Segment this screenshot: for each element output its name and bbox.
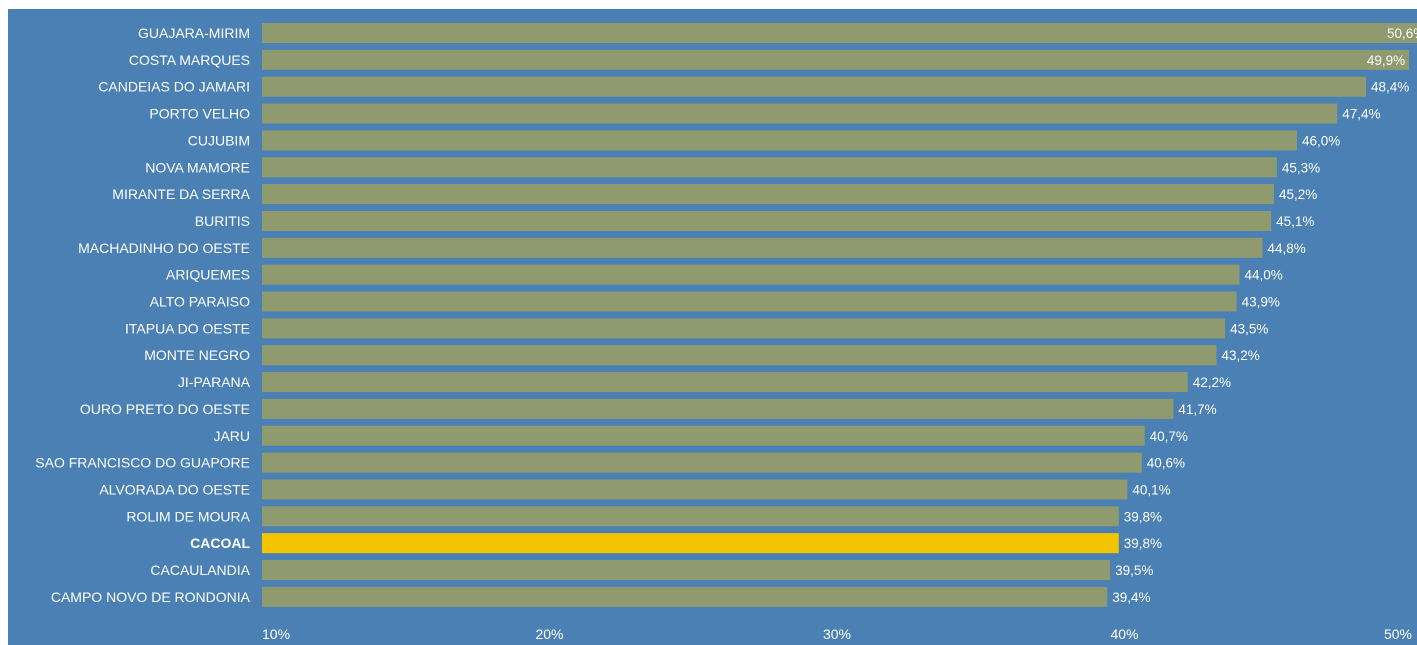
category-label: MONTE NEGRO (144, 347, 250, 363)
value-label: 40,7% (1150, 429, 1188, 444)
value-label: 46,0% (1302, 133, 1340, 148)
bar-nova-mamore[interactable] (262, 157, 1277, 178)
category-label: PORTO VELHO (149, 106, 250, 122)
value-label: 45,2% (1279, 187, 1317, 202)
bar-alto-paraiso[interactable] (262, 291, 1237, 312)
value-label: 43,9% (1242, 295, 1280, 310)
bar-alvorada-do-oeste[interactable] (262, 479, 1128, 500)
category-label: CUJUBIM (188, 132, 250, 148)
value-label: 40,6% (1147, 456, 1185, 471)
category-label: CANDEIAS DO JAMARI (98, 79, 250, 95)
value-label: 42,2% (1193, 375, 1231, 390)
value-label: 44,0% (1245, 268, 1283, 283)
chart-panel: GUAJARA-MIRIM COSTA MARQUES CANDEIAS DO JA… (8, 9, 1417, 645)
bar-jaru[interactable] (262, 425, 1145, 446)
value-label: 45,1% (1276, 214, 1314, 229)
category-label: JI-PARANA (178, 374, 251, 390)
value-label: 48,4% (1371, 80, 1409, 95)
value-label: 49,9% (1367, 53, 1405, 68)
category-label: ALTO PARAISO (150, 294, 250, 310)
bar-cacaulandia[interactable] (262, 560, 1111, 580)
bar-cujubim[interactable] (262, 130, 1297, 151)
x-tick-label: 20% (535, 626, 563, 642)
category-label: GUAJARA-MIRIM (138, 25, 250, 41)
category-label: SAO FRANCISCO DO GUAPORE (35, 455, 250, 471)
category-label: NOVA MAMORE (145, 159, 250, 175)
category-label: BURITIS (195, 213, 250, 229)
bars-layer (262, 23, 1417, 607)
value-label: 43,2% (1222, 348, 1260, 363)
bar-machadinho-do-oeste[interactable] (262, 237, 1263, 258)
bar-campo-novo-de-rondonia[interactable] (262, 586, 1108, 607)
bar-itapua-do-oeste[interactable] (262, 318, 1226, 339)
value-label: 39,4% (1112, 590, 1150, 605)
bar-cacoal[interactable] (262, 533, 1119, 554)
value-label: 50,6% (1387, 26, 1417, 41)
value-labels: 50,6% 49,9% 48,4% 47,4%46,0% 45,3% 45,2% 45,1%… (1112, 26, 1417, 605)
bar-mirante-da-serra[interactable] (262, 184, 1274, 205)
bar-sao-francisco-do-guapore[interactable] (262, 452, 1142, 473)
category-label: CACOAL (190, 535, 250, 551)
category-label: ALVORADA DO OESTE (99, 481, 250, 497)
category-label: ITAPUA DO OESTE (125, 320, 250, 336)
bar-chart: GUAJARA-MIRIM COSTA MARQUES CANDEIAS DO JA… (8, 9, 1417, 645)
bar-ariquemes[interactable] (262, 264, 1240, 285)
bar-guajara-mirim[interactable] (262, 23, 1417, 43)
value-label: 39,5% (1115, 563, 1153, 578)
value-label: 47,4% (1342, 107, 1380, 122)
value-label: 41,7% (1178, 402, 1216, 417)
value-label: 45,3% (1282, 160, 1320, 175)
category-label: MACHADINHO DO OESTE (78, 240, 250, 256)
value-label: 44,8% (1268, 241, 1306, 256)
bar-candeias-do-jamari[interactable] (262, 76, 1366, 97)
category-label: COSTA MARQUES (129, 52, 250, 68)
category-label: OURO PRETO DO OESTE (80, 401, 250, 417)
x-tick-label: 40% (1110, 626, 1138, 642)
bar-porto-velho[interactable] (262, 103, 1338, 124)
bar-rolim-de-moura[interactable] (262, 506, 1119, 527)
x-tick-label: 50% (1384, 626, 1412, 642)
bar-monte-negro[interactable] (262, 345, 1217, 366)
bar-ji-parana[interactable] (262, 372, 1188, 393)
value-label: 39,8% (1124, 536, 1162, 551)
bar-costa-marques[interactable] (262, 49, 1410, 70)
category-label: ARIQUEMES (166, 267, 250, 283)
category-label: JARU (213, 428, 250, 444)
value-label: 40,1% (1132, 482, 1170, 497)
value-label: 39,8% (1124, 509, 1162, 524)
category-label: CAMPO NOVO DE RONDONIA (51, 589, 251, 605)
bar-ouro-preto-do-oeste[interactable] (262, 398, 1174, 419)
category-label: MIRANTE DA SERRA (112, 186, 250, 202)
category-labels: GUAJARA-MIRIM COSTA MARQUES CANDEIAS DO JA… (35, 25, 250, 605)
bar-buritis[interactable] (262, 210, 1272, 231)
category-label: ROLIM DE MOURA (126, 508, 250, 524)
category-label: CACAULANDIA (150, 562, 250, 578)
x-tick-label: 30% (823, 626, 851, 642)
x-axis-ticks: 10% 20% 30% 40% 50% (262, 626, 1412, 642)
x-tick-label: 10% (262, 626, 290, 642)
value-label: 43,5% (1230, 321, 1268, 336)
